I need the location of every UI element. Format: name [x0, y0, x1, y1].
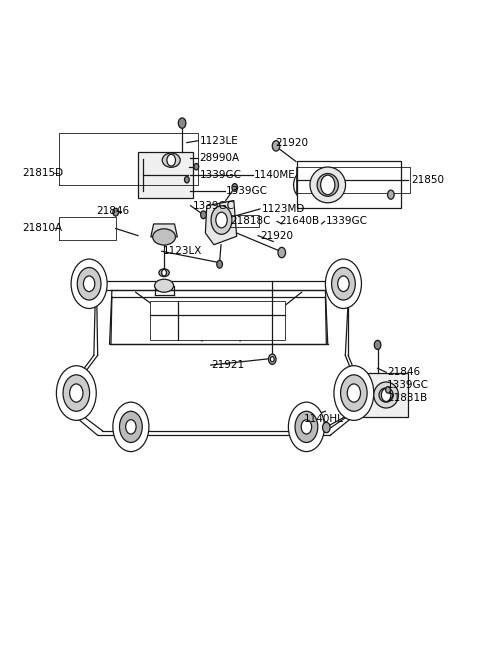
Circle shape: [295, 411, 318, 443]
Text: 1123LX: 1123LX: [163, 246, 203, 256]
Circle shape: [387, 190, 394, 199]
Text: 21920: 21920: [276, 138, 309, 148]
Circle shape: [216, 213, 227, 228]
Text: 1339GC: 1339GC: [387, 380, 429, 390]
Circle shape: [321, 175, 335, 195]
Text: 21815D: 21815D: [23, 168, 64, 178]
Circle shape: [270, 357, 274, 362]
Circle shape: [332, 268, 355, 300]
Circle shape: [347, 384, 360, 402]
Text: 1140HL: 1140HL: [304, 414, 344, 424]
Circle shape: [201, 211, 206, 218]
Circle shape: [56, 366, 96, 420]
Circle shape: [84, 276, 95, 291]
Text: 1123MD: 1123MD: [261, 204, 305, 214]
Text: 1339GC: 1339GC: [226, 186, 268, 196]
Text: 1339GC: 1339GC: [325, 216, 367, 226]
Circle shape: [120, 411, 142, 443]
Polygon shape: [150, 300, 285, 340]
Ellipse shape: [310, 167, 346, 203]
Circle shape: [232, 184, 238, 192]
Polygon shape: [205, 201, 237, 245]
Text: 1123LE: 1123LE: [200, 136, 239, 146]
Circle shape: [334, 366, 374, 420]
Circle shape: [341, 375, 367, 411]
Ellipse shape: [162, 153, 180, 167]
Circle shape: [323, 422, 330, 433]
Circle shape: [126, 420, 136, 434]
Circle shape: [167, 154, 176, 166]
Circle shape: [325, 259, 361, 308]
Circle shape: [338, 276, 349, 291]
Circle shape: [113, 402, 149, 451]
Polygon shape: [138, 152, 192, 198]
Text: 21818C: 21818C: [230, 216, 271, 226]
Circle shape: [70, 384, 83, 402]
Text: 21920: 21920: [260, 231, 293, 241]
Ellipse shape: [159, 269, 169, 277]
Text: 21640B: 21640B: [279, 216, 319, 226]
Text: 1339GC: 1339GC: [200, 170, 241, 180]
Text: 21810A: 21810A: [23, 224, 63, 234]
Ellipse shape: [317, 174, 338, 196]
Text: 21850: 21850: [412, 174, 445, 185]
Text: 21846: 21846: [387, 367, 420, 377]
Circle shape: [288, 402, 324, 451]
Ellipse shape: [153, 229, 176, 245]
Ellipse shape: [374, 382, 398, 408]
Circle shape: [301, 420, 312, 434]
Circle shape: [63, 375, 90, 411]
Circle shape: [278, 247, 286, 258]
Circle shape: [113, 209, 119, 216]
Text: 21921: 21921: [212, 360, 245, 370]
Bar: [297, 161, 401, 209]
Circle shape: [184, 176, 189, 183]
Text: 1339GC: 1339GC: [192, 201, 235, 211]
Circle shape: [374, 340, 381, 350]
Circle shape: [268, 354, 276, 365]
Text: 28990A: 28990A: [200, 153, 240, 163]
Circle shape: [385, 386, 390, 393]
Circle shape: [162, 270, 167, 276]
Circle shape: [211, 206, 232, 234]
Ellipse shape: [379, 388, 393, 402]
Circle shape: [71, 259, 107, 308]
Circle shape: [217, 260, 222, 268]
Circle shape: [382, 388, 391, 401]
Circle shape: [272, 140, 280, 151]
Ellipse shape: [155, 279, 174, 292]
Text: 1140ME: 1140ME: [254, 170, 296, 180]
Text: 21831B: 21831B: [387, 393, 427, 403]
Polygon shape: [151, 224, 178, 237]
Bar: [363, 373, 408, 417]
Text: 21846: 21846: [96, 206, 129, 216]
Circle shape: [179, 118, 186, 129]
Circle shape: [194, 163, 199, 170]
Circle shape: [77, 268, 101, 300]
